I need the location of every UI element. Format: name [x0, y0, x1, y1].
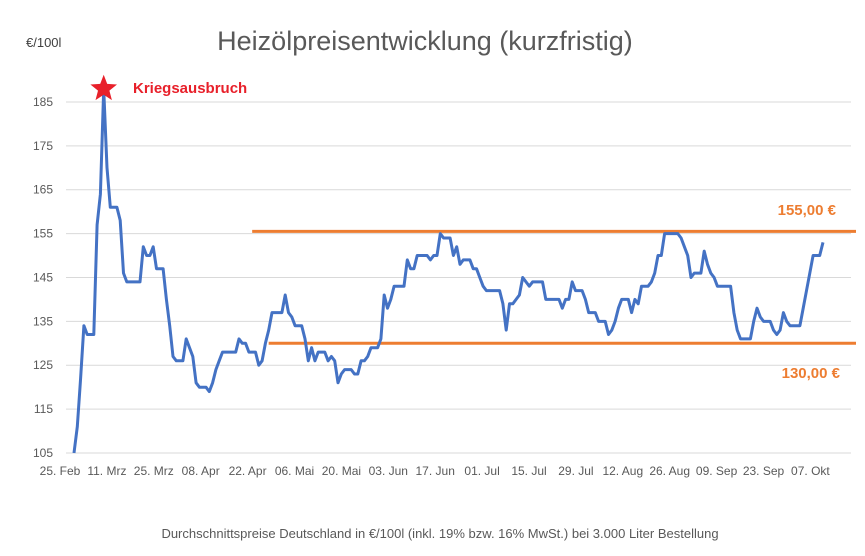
y-tick-label: 155 [33, 227, 53, 241]
y-tick-label: 105 [33, 446, 53, 460]
x-tick-label: 25. Feb [40, 464, 81, 478]
x-tick-label: 17. Jun [416, 464, 455, 478]
x-tick-label: 03. Jun [369, 464, 408, 478]
x-tick-label: 25. Mrz [134, 464, 174, 478]
x-tick-label: 12. Aug [602, 464, 643, 478]
y-tick-label: 115 [34, 402, 53, 416]
gridlines [66, 101, 851, 454]
y-tick-label: 145 [33, 270, 53, 284]
reference-lines [252, 229, 856, 345]
x-tick-label: 06. Mai [275, 464, 314, 478]
annotation-kriegsausbruch: Kriegsausbruch [133, 80, 247, 97]
x-tick-label: 26. Aug [649, 464, 690, 478]
x-tick-label: 08. Apr [182, 464, 220, 478]
x-tick-labels: 25. Feb 11. Mrz 25. Mrz 08. Apr 22. Apr 06. M… [40, 464, 831, 478]
x-tick-label: 01. Jul [464, 464, 499, 478]
chart-footnote: Durchschnittspreise Deutschland in €/100… [161, 526, 718, 541]
x-tick-label: 22. Apr [229, 464, 267, 478]
chart-title: Heizölpreisentwicklung (kurzfristig) [217, 26, 633, 56]
y-tick-label: 135 [33, 314, 53, 328]
x-tick-label: 07. Okt [791, 464, 830, 478]
y-axis-unit-label: €/100l [26, 35, 62, 50]
y-tick-label: 165 [33, 183, 53, 197]
x-tick-label: 23. Sep [743, 464, 785, 478]
annotation-markers [90, 74, 117, 101]
y-tick-label: 125 [33, 358, 53, 372]
series-line [72, 87, 825, 454]
x-tick-label: 09. Sep [696, 464, 738, 478]
y-tick-label: 175 [33, 139, 53, 153]
x-tick-label: 20. Mai [322, 464, 361, 478]
annotation-130-label: 130,00 € [782, 365, 841, 382]
x-tick-label: 11. Mrz [87, 464, 126, 478]
annotation-155-label: 155,00 € [778, 202, 837, 219]
x-tick-label: 29. Jul [558, 464, 593, 478]
y-tick-label: 185 [33, 95, 53, 109]
y-tick-labels: 105 115 125 135 145 155 165 175 185 [33, 95, 53, 460]
series-layer [72, 87, 825, 454]
star-marker-icon [90, 74, 117, 101]
x-tick-label: 15. Jul [511, 464, 546, 478]
